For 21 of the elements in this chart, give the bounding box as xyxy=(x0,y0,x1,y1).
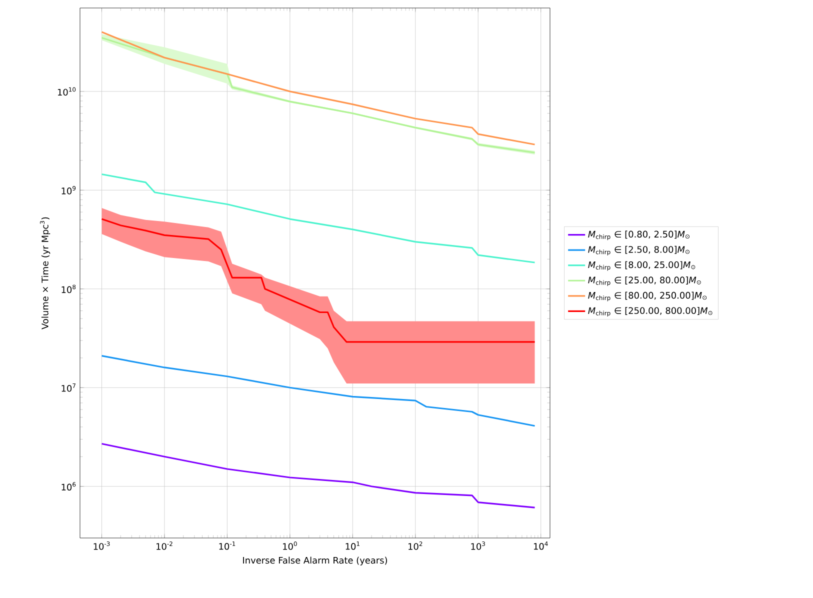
y-tick-label: 10$^{10}$ xyxy=(58,87,76,96)
x-axis-title: Inverse False Alarm Rate (years) xyxy=(243,556,388,566)
y-tick-label: 10$^{9}$ xyxy=(62,186,76,194)
legend-label: M$_{chirp}$ ∈ [8.00, 25.00]M$_{⊙}$ xyxy=(588,261,696,271)
x-tick-label: 10$^{-3}$ xyxy=(94,542,110,550)
legend-label: M$_{chirp}$ ∈ [2.50, 8.00]M$_{⊙}$ xyxy=(588,246,690,256)
y-tick-label: 10$^{7}$ xyxy=(62,383,76,392)
legend-label: M$_{chirp}$ ∈ [0.80, 2.50]M$_{⊙}$ xyxy=(588,230,690,240)
legend-label: M$_{chirp}$ ∈ [25.00, 80.00]M$_{⊙}$ xyxy=(588,276,701,286)
x-tick-label: 10$^{0}$ xyxy=(283,542,297,550)
x-tick-label: 10$^{-2}$ xyxy=(156,542,172,550)
y-axis-title: Volume × Time (yr Mpc$^{3}$) xyxy=(40,217,50,330)
legend-label: M$_{chirp}$ ∈ [250.00, 800.00]M$_{⊙}$ xyxy=(588,307,712,317)
y-tick-label: 10$^{6}$ xyxy=(62,482,76,491)
x-tick-label: 10$^{4}$ xyxy=(534,542,548,550)
y-tick-label: 10$^{8}$ xyxy=(62,284,76,294)
x-tick-label: 10$^{-1}$ xyxy=(219,542,236,550)
legend-label: M$_{chirp}$ ∈ [80.00, 250.00]M$_{⊙}$ xyxy=(588,292,707,302)
x-tick-label: 10$^{1}$ xyxy=(346,542,360,550)
x-tick-label: 10$^{2}$ xyxy=(408,542,422,550)
x-tick-label: 10$^{3}$ xyxy=(471,542,485,550)
